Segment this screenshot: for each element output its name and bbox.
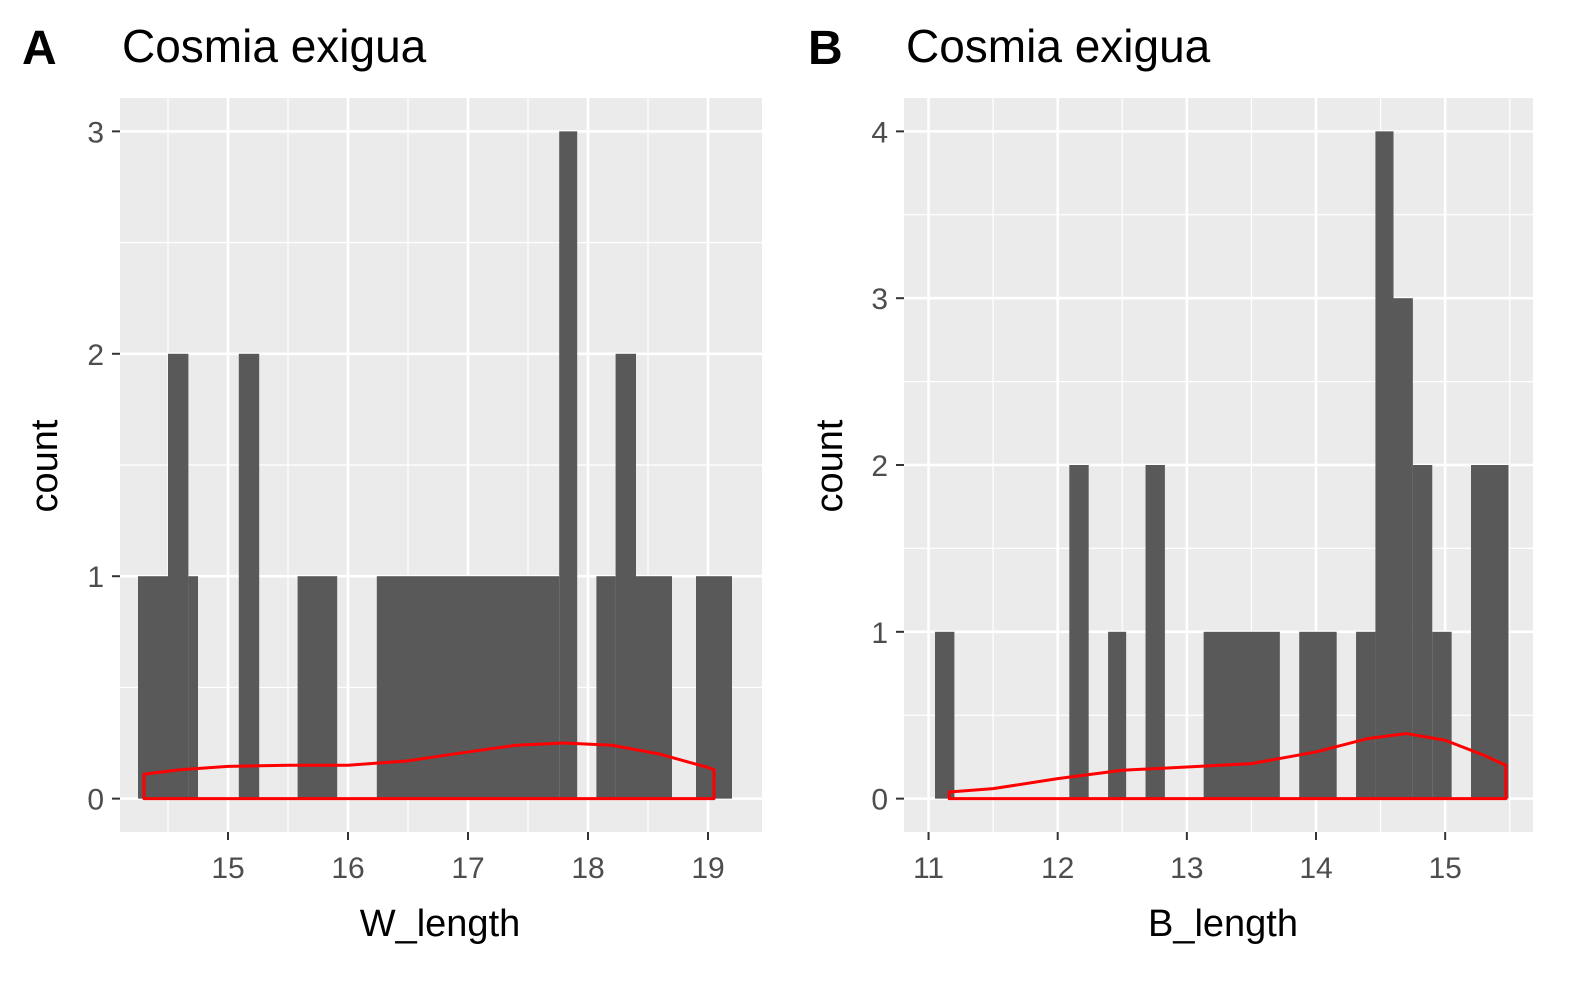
histogram-bar bbox=[1432, 631, 1452, 799]
histogram-bar bbox=[636, 576, 672, 799]
y-tick-label: 2 bbox=[87, 339, 104, 372]
histogram-bar bbox=[1145, 465, 1165, 799]
histogram-bar bbox=[1299, 631, 1337, 799]
histogram-bar bbox=[596, 576, 616, 799]
x-tick-label: 11 bbox=[913, 852, 944, 885]
histogram-bar bbox=[1069, 465, 1089, 799]
histogram-bar bbox=[376, 576, 560, 799]
x-tick-label: 17 bbox=[451, 852, 484, 885]
x-tick-label: 18 bbox=[571, 852, 604, 885]
y-tick-label: 1 bbox=[871, 617, 888, 650]
panel-b-title: Cosmia exigua bbox=[906, 20, 1211, 72]
y-tick-label: 3 bbox=[87, 116, 104, 149]
y-tick-label: 4 bbox=[871, 116, 888, 149]
panel-b-y-axis-label: count bbox=[809, 419, 851, 512]
panel-a-tag: A bbox=[22, 22, 57, 75]
histogram-bar bbox=[1412, 465, 1433, 799]
histogram-bar bbox=[188, 576, 198, 799]
histogram-bar bbox=[934, 631, 955, 799]
x-tick-label: 15 bbox=[211, 852, 244, 885]
histogram-bar bbox=[238, 353, 260, 799]
histogram-bar bbox=[696, 576, 732, 799]
y-tick-label: 0 bbox=[87, 784, 104, 817]
x-tick-label: 15 bbox=[1428, 852, 1461, 885]
panel-b-x-axis-label: B_length bbox=[1148, 903, 1298, 945]
histogram-bar bbox=[559, 131, 578, 799]
panel-a-title: Cosmia exigua bbox=[122, 20, 427, 72]
histogram-bar bbox=[1471, 465, 1509, 799]
x-tick-label: 13 bbox=[1170, 852, 1203, 885]
panel-a-x-axis-label: W_length bbox=[360, 903, 521, 945]
y-tick-label: 1 bbox=[87, 561, 104, 594]
histogram-bar bbox=[1108, 631, 1127, 799]
y-tick-label: 0 bbox=[871, 784, 888, 817]
panel-a-plot: 15 16 17 18 19 0 1 2 3 bbox=[87, 98, 762, 885]
histogram-bar bbox=[138, 576, 168, 799]
histogram-bar bbox=[1375, 131, 1394, 799]
density-curve bbox=[947, 732, 1508, 801]
histogram-bar bbox=[297, 576, 338, 799]
histogram-bar bbox=[1203, 631, 1280, 799]
panel-a-y-axis-label: count bbox=[24, 419, 66, 512]
panel-b-tag: B bbox=[808, 22, 843, 75]
y-tick-label: 3 bbox=[871, 283, 888, 316]
histogram-bar bbox=[168, 353, 189, 799]
density-curve bbox=[142, 741, 716, 801]
histogram-bar bbox=[1393, 298, 1413, 799]
histogram-bar bbox=[1356, 631, 1376, 799]
x-tick-label: 14 bbox=[1299, 852, 1332, 885]
x-tick-label: 19 bbox=[691, 852, 724, 885]
y-tick-label: 2 bbox=[871, 450, 888, 483]
x-tick-label: 16 bbox=[331, 852, 364, 885]
x-tick-label: 12 bbox=[1041, 852, 1074, 885]
histogram-bar bbox=[615, 353, 636, 799]
